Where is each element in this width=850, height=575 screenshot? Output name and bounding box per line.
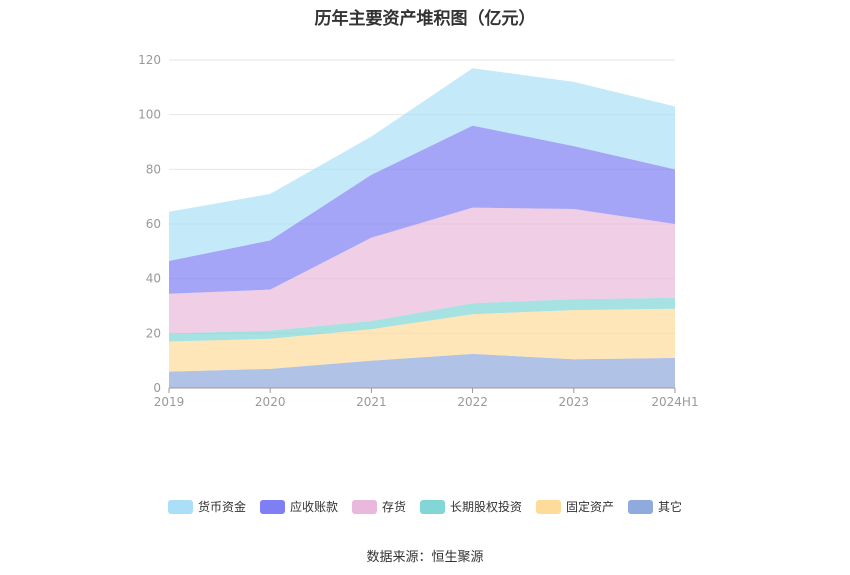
legend-swatch — [420, 499, 445, 514]
legend-swatch — [628, 499, 654, 514]
legend-item[interactable]: 存货 — [351, 498, 406, 515]
area-series — [169, 125, 675, 294]
y-tick-label: 20 — [146, 326, 161, 340]
y-tick-label: 40 — [146, 272, 161, 286]
x-tick-label: 2024H1 — [651, 395, 698, 409]
legend-label: 货币资金 — [197, 500, 246, 514]
chart-legend: 货币资金 应收账款 存货 长期股权投资 固定资产 其它 — [0, 498, 850, 515]
legend-swatch — [167, 499, 193, 514]
x-tick-label: 2021 — [356, 395, 387, 409]
x-tick-label: 2022 — [457, 395, 488, 409]
legend-label: 应收账款 — [289, 500, 338, 514]
legend-item[interactable]: 货币资金 — [167, 498, 246, 515]
x-tick-label: 2020 — [255, 395, 286, 409]
legend-swatch — [536, 499, 562, 514]
data-source: 数据来源：恒生聚源 — [366, 550, 484, 565]
legend-item[interactable]: 应收账款 — [259, 498, 338, 515]
area-series — [169, 297, 675, 342]
y-tick-label: 60 — [146, 217, 161, 231]
legend-label: 存货 — [381, 500, 406, 514]
x-tick-label: 2019 — [154, 395, 185, 409]
x-tick-label: 2023 — [559, 395, 590, 409]
stacked-area-chart: 0 20 40 60 80 100 120 2019 2020 2021 2022 2023 2024H… — [138, 53, 699, 409]
legend-swatch — [351, 499, 377, 514]
legend-swatch — [259, 499, 285, 514]
area-series — [169, 353, 675, 388]
legend-item[interactable]: 长期股权投资 — [420, 498, 522, 515]
legend-item[interactable]: 固定资产 — [536, 498, 614, 515]
legend-label: 长期股权投资 — [450, 500, 523, 514]
area-series — [169, 308, 675, 372]
y-tick-label: 80 — [146, 162, 161, 176]
legend-item[interactable]: 其它 — [628, 498, 682, 515]
chart-title: 历年主要资产堆积图（亿元） — [314, 9, 536, 29]
area-series — [169, 68, 675, 261]
y-tick-label: 0 — [153, 381, 161, 395]
legend-label: 其它 — [658, 500, 683, 514]
y-tick-label: 120 — [138, 53, 161, 67]
legend-label: 固定资产 — [566, 500, 615, 514]
area-series — [169, 207, 675, 334]
y-tick-label: 100 — [138, 108, 161, 122]
